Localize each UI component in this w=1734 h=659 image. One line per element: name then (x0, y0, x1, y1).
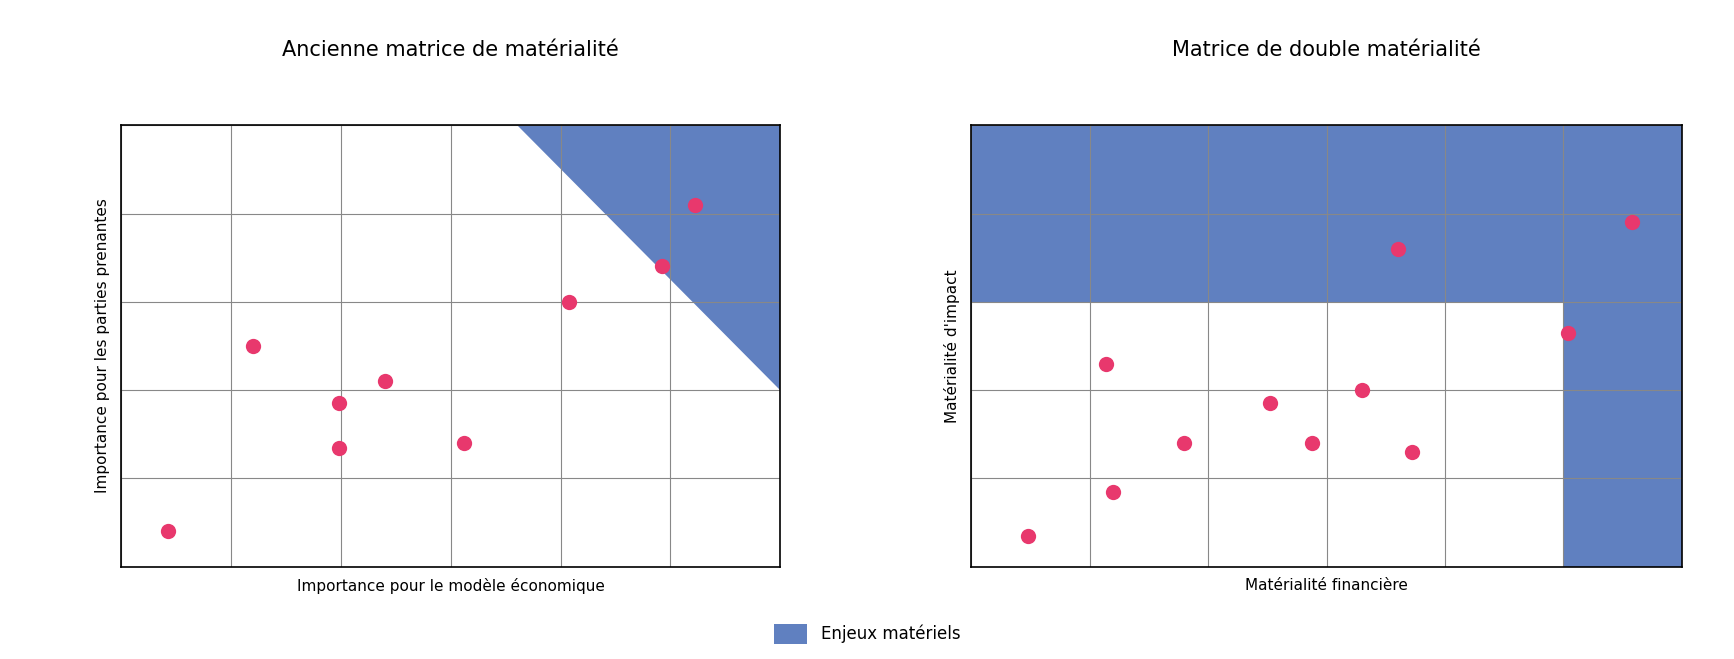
Polygon shape (517, 125, 780, 390)
Text: Matrice de double matérialité: Matrice de double matérialité (1172, 40, 1481, 59)
Text: Ancienne matrice de matérialité: Ancienne matrice de matérialité (283, 40, 619, 59)
Legend: Enjeux matériels: Enjeux matériels (773, 623, 961, 644)
Bar (971, 125, 1564, 302)
Y-axis label: Matérialité d'impact: Matérialité d'impact (943, 269, 961, 423)
Y-axis label: Importance pour les parties prenantes: Importance pour les parties prenantes (95, 198, 111, 494)
Bar (1564, 125, 1682, 567)
X-axis label: Importance pour le modèle économique: Importance pour le modèle économique (297, 578, 605, 594)
X-axis label: Matérialité financière: Matérialité financière (1245, 578, 1408, 593)
